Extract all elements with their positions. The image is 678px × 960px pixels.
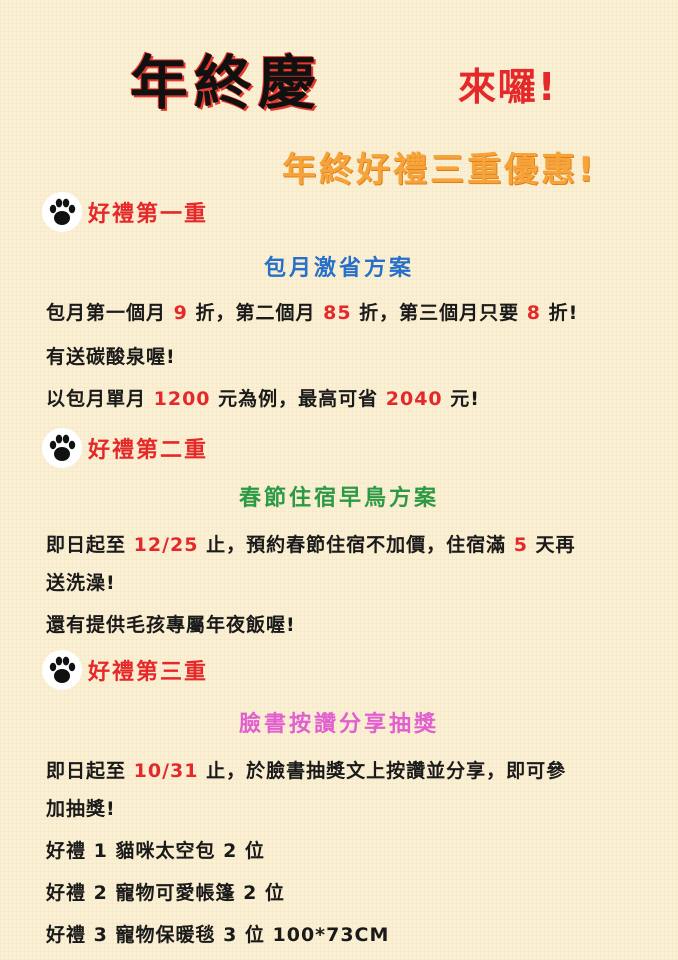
paw-print-icon	[42, 428, 82, 468]
plan-title: 包月激省方案	[263, 256, 414, 281]
section-header-2: 好禮第二重	[42, 428, 208, 468]
text-line: 還有提供毛孩專屬年夜飯喔!	[46, 614, 296, 636]
text-line: 加抽獎!	[46, 798, 116, 820]
page-title: 年終慶	[130, 49, 323, 117]
section-label: 好禮第三重	[88, 660, 209, 685]
text-line: 包月第一個月 9 折，第二個月 85 折，第三個月只要 8 折!	[46, 302, 579, 324]
plan-title: 春節住宿早鳥方案	[238, 486, 439, 511]
text-line: 送洗澡!	[46, 572, 116, 594]
section-label: 好禮第一重	[88, 202, 209, 227]
plan-title: 臉書按讚分享抽獎	[238, 712, 439, 737]
paw-print-icon	[42, 192, 82, 232]
section-label: 好禮第二重	[88, 438, 209, 463]
text-line: 即日起至 12/25 止，預約春節住宿不加價，住宿滿 5 天再	[46, 534, 576, 556]
page-title-suffix: 來囉!	[458, 65, 558, 109]
text-line: 有送碳酸泉喔!	[46, 346, 176, 368]
section-header-3: 好禮第三重	[42, 650, 208, 690]
text-line: 即日起至 10/31 止，於臉書抽獎文上按讚並分享，即可參	[46, 760, 567, 782]
headline: 年終好禮三重優惠!	[282, 150, 597, 190]
text-line: 好禮 3 寵物保暖毯 3 位 100*73CM	[46, 924, 390, 946]
text-line: 好禮 1 貓咪太空包 2 位	[46, 840, 265, 862]
section-header-1: 好禮第一重	[42, 192, 208, 232]
text-line: 以包月單月 1200 元為例，最高可省 2040 元!	[46, 388, 480, 410]
paw-print-icon	[42, 650, 82, 690]
text-line: 好禮 2 寵物可愛帳篷 2 位	[46, 882, 285, 904]
